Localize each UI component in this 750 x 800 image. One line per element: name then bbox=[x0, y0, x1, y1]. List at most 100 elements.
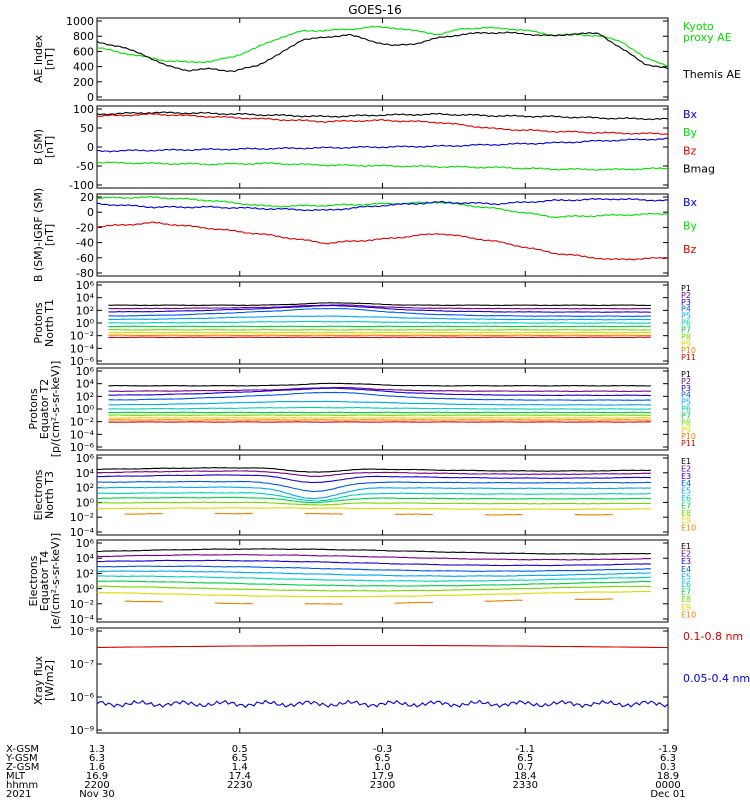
y-axis-label: [p/(cm²-s-sr-keV)] bbox=[49, 361, 62, 458]
ephemeris-footer: X-GSMY-GSMZ-GSMMLThhmm20211.36.31.616.92… bbox=[5, 744, 686, 800]
footer-value: 1.4 bbox=[232, 762, 248, 773]
series-line bbox=[214, 602, 253, 605]
series-line bbox=[108, 400, 651, 406]
series-line bbox=[96, 565, 651, 572]
y-axis-label: Electrons bbox=[27, 555, 40, 606]
band-label: P5 bbox=[681, 312, 691, 321]
series-line bbox=[108, 329, 651, 331]
y-tick-label: 10⁶ bbox=[76, 452, 95, 465]
band-label: P10 bbox=[681, 346, 696, 355]
band-label: P7 bbox=[681, 411, 691, 420]
footer-value: 6.5 bbox=[517, 753, 533, 764]
series-line bbox=[304, 512, 343, 515]
band-label: P9 bbox=[681, 425, 691, 434]
y-axis-label: Xray flux bbox=[32, 655, 45, 705]
series-line bbox=[97, 644, 669, 649]
legend-entry: Bz bbox=[683, 144, 697, 157]
y-tick-label: 10⁻⁴ bbox=[70, 342, 95, 355]
y-tick-label: 10² bbox=[76, 304, 94, 317]
series-line bbox=[108, 382, 651, 387]
series-line bbox=[108, 411, 651, 414]
legend-entry: Bx bbox=[683, 196, 698, 209]
series-line bbox=[96, 507, 651, 511]
band-label: E10 bbox=[681, 610, 696, 619]
y-tick-label: 10⁻² bbox=[70, 330, 94, 343]
panel-frame bbox=[96, 454, 669, 536]
y-tick-label: 10⁰ bbox=[76, 403, 95, 416]
footer-value: 0.5 bbox=[232, 744, 248, 755]
band-label: E4 bbox=[681, 479, 691, 488]
band-label: E9 bbox=[681, 603, 691, 612]
series-ae bbox=[96, 25, 669, 73]
y-tick-label: 10⁴ bbox=[76, 378, 95, 391]
footer-value: 1.3 bbox=[89, 744, 105, 755]
series-elec_n bbox=[96, 467, 651, 516]
y-tick-label: -20 bbox=[76, 221, 94, 234]
y-tick-label: 10⁻⁴ bbox=[70, 428, 95, 441]
series-line bbox=[108, 307, 651, 317]
y-tick-label: 10⁻⁹ bbox=[70, 724, 94, 737]
band-label: P8 bbox=[681, 418, 691, 427]
y-axis-label: B (SM) bbox=[32, 129, 45, 165]
footer-value: 2200 bbox=[84, 780, 109, 791]
band-label: E2 bbox=[681, 464, 691, 473]
y-tick-label: 10⁴ bbox=[76, 292, 95, 305]
series-line bbox=[96, 195, 669, 219]
footer-value: 1.6 bbox=[89, 762, 105, 773]
legend-entry: Bmag bbox=[683, 163, 715, 176]
series-line bbox=[108, 302, 651, 307]
y-axis-label: B (SM)-IGRF (SM) bbox=[32, 188, 45, 282]
series-line bbox=[96, 559, 651, 567]
footer-value: Dec 01 bbox=[650, 789, 685, 800]
legend-entry: Themis AE bbox=[682, 68, 741, 81]
band-label: E5 bbox=[681, 572, 691, 581]
series-line bbox=[96, 161, 669, 171]
series-line bbox=[108, 391, 651, 401]
footer-value: 1.0 bbox=[375, 762, 391, 773]
series-line bbox=[108, 334, 651, 337]
band-label: E8 bbox=[681, 509, 691, 518]
y-tick-label: 10⁻² bbox=[70, 598, 94, 611]
y-tick-label: 0 bbox=[87, 206, 94, 219]
series-line bbox=[96, 221, 669, 261]
series-line bbox=[108, 406, 651, 410]
footer-value: 2230 bbox=[227, 780, 252, 791]
band-label: E6 bbox=[681, 580, 691, 589]
legend-entry: Bx bbox=[683, 108, 698, 121]
y-axis-label: Equator T4 bbox=[38, 551, 51, 611]
series-line bbox=[108, 331, 651, 334]
y-tick-label: 10⁶ bbox=[76, 279, 95, 292]
panel-ae: 1000 800 600 400 200 0 AE Index[nT] Kyotoproxy … bbox=[32, 15, 741, 104]
y-tick-label: 1000 bbox=[66, 15, 94, 28]
y-tick-label: 10⁻⁴ bbox=[70, 613, 95, 626]
legend-entry: Bz bbox=[683, 243, 697, 256]
band-label: P4 bbox=[681, 305, 691, 314]
y-axis-label: [W/m2] bbox=[43, 660, 56, 701]
legend-entry: Kyoto bbox=[683, 20, 714, 33]
series-line bbox=[108, 325, 651, 328]
band-label: P10 bbox=[681, 432, 696, 441]
series-prot_e bbox=[108, 382, 651, 423]
panel-xray: 10⁻⁸ 10⁻⁷ 10⁻⁶ 10⁻⁹ Xray flux[W/m2] 0.1-0.8 n… bbox=[32, 625, 750, 737]
y-tick-label: 200 bbox=[73, 76, 94, 89]
y-tick-label: 10⁶ bbox=[76, 365, 95, 378]
y-axis-label: [e/(cm²-s-sr-keV)] bbox=[49, 533, 62, 629]
y-tick-label: 10² bbox=[76, 482, 94, 495]
band-label: E7 bbox=[681, 588, 691, 597]
y-tick-label: 10⁻⁴ bbox=[70, 526, 95, 539]
band-label: E9 bbox=[681, 516, 691, 525]
series-line bbox=[108, 336, 651, 339]
series-line bbox=[574, 598, 613, 601]
y-tick-label: -40 bbox=[76, 237, 94, 250]
y-tick-label: 20 bbox=[80, 191, 94, 204]
footer-row-label: hhmm bbox=[6, 780, 38, 791]
footer-row-label: 2021 bbox=[6, 789, 31, 800]
y-tick-label: 0 bbox=[87, 141, 94, 154]
band-label: E1 bbox=[681, 542, 691, 551]
series-line bbox=[394, 513, 433, 516]
series-line bbox=[108, 414, 651, 416]
y-axis-label: Protons bbox=[32, 302, 45, 343]
y-tick-label: -60 bbox=[76, 252, 94, 265]
series-line bbox=[96, 486, 651, 500]
